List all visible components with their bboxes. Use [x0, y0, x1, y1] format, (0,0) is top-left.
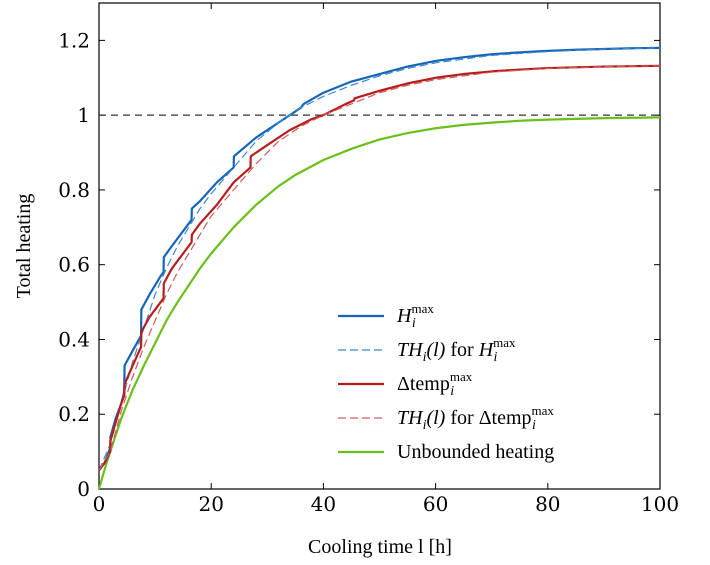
y-tick-label: 0.8 — [58, 178, 90, 202]
y-tick-label: 0.4 — [58, 327, 90, 351]
y-tick-label: 1.2 — [58, 28, 90, 52]
x-tick-label: 40 — [311, 492, 336, 516]
x-tick-label: 0 — [93, 492, 106, 516]
legend: Hmax i THi(l) for Hmax i Δtempmax i THi(l) for… — [338, 301, 554, 463]
legend-label-2: Δtempmax i — [397, 369, 473, 399]
series-layer — [97, 46, 661, 490]
x-tick-label: 100 — [641, 492, 679, 516]
axis-ticks — [98, 3, 661, 490]
y-tick-label: 0.6 — [58, 253, 90, 277]
y-tick-label: 0.2 — [58, 402, 90, 426]
legend-label-4: Unbounded heating — [397, 441, 554, 463]
series-line-3 — [98, 65, 661, 471]
x-tick-label: 20 — [198, 492, 223, 516]
x-tick-label: 60 — [423, 492, 448, 516]
legend-label-3: THi(l) for Δtempmax i — [397, 403, 554, 433]
series-line-1 — [98, 47, 661, 471]
y-tick-label: 0 — [77, 477, 90, 501]
legend-label-1: THi(l) for Hmax i — [397, 335, 516, 365]
x-tick-label: 80 — [535, 492, 560, 516]
series-line-2 — [98, 64, 661, 471]
legend-label-0: Hmax i — [396, 301, 434, 331]
x-axis-label: Cooling time l [h] — [308, 536, 452, 558]
y-tick-label: 1 — [77, 103, 90, 127]
tick-labels: 0 20 40 60 80 100 0 0.2 0.4 0.6 0.8 1 1.2 — [58, 28, 679, 516]
series-line-0 — [98, 46, 661, 471]
series-line-4 — [97, 116, 661, 490]
y-axis-label: Total heating — [13, 194, 35, 299]
plot-area — [98, 2, 661, 490]
